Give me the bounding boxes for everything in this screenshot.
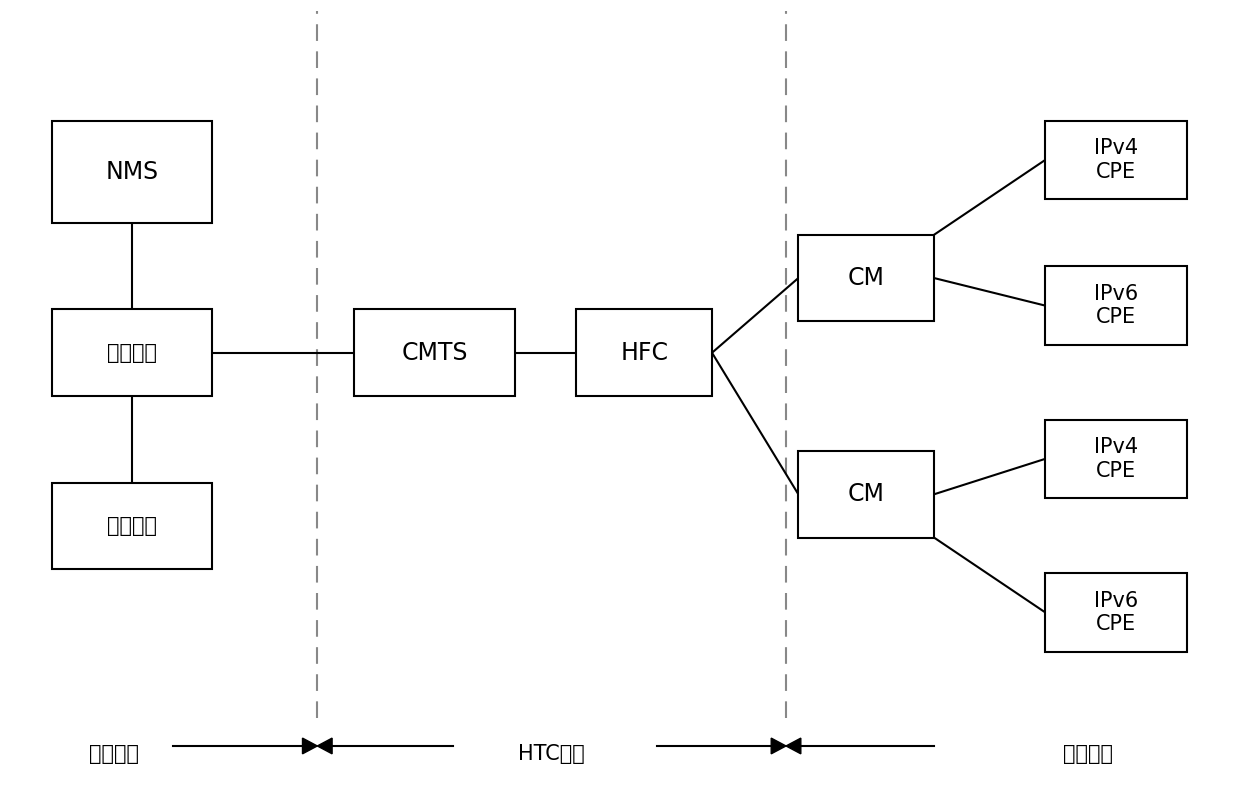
Polygon shape	[317, 738, 332, 754]
Text: NMS: NMS	[105, 160, 159, 184]
Bar	[798, 234, 934, 322]
Bar	[798, 451, 934, 538]
Polygon shape	[771, 738, 786, 754]
Bar	[52, 482, 212, 569]
Text: HFC: HFC	[621, 341, 668, 365]
Bar	[576, 310, 712, 396]
Bar	[1044, 266, 1187, 345]
Text: 后台网络: 后台网络	[89, 744, 139, 763]
Text: IPv6
CPE: IPv6 CPE	[1094, 591, 1139, 634]
Text: IPv4
CPE: IPv4 CPE	[1094, 437, 1139, 481]
Text: IPv4
CPE: IPv4 CPE	[1094, 139, 1139, 181]
Polygon shape	[786, 738, 800, 754]
Text: HTC网络: HTC网络	[518, 744, 585, 763]
Bar	[52, 120, 212, 223]
Text: CM: CM	[847, 482, 885, 506]
Text: CM: CM	[847, 266, 885, 290]
Text: IPv6
CPE: IPv6 CPE	[1094, 284, 1139, 327]
Bar	[1044, 573, 1187, 652]
Text: 公共网络: 公共网络	[108, 343, 157, 363]
Bar	[1044, 120, 1187, 200]
Text: CMTS: CMTS	[401, 341, 468, 365]
Text: 配置系统: 配置系统	[108, 516, 157, 535]
Bar	[1044, 420, 1187, 498]
Bar	[52, 310, 212, 396]
Text: 家庭网络: 家庭网络	[1063, 744, 1113, 763]
Bar	[354, 310, 514, 396]
Polygon shape	[302, 738, 317, 754]
